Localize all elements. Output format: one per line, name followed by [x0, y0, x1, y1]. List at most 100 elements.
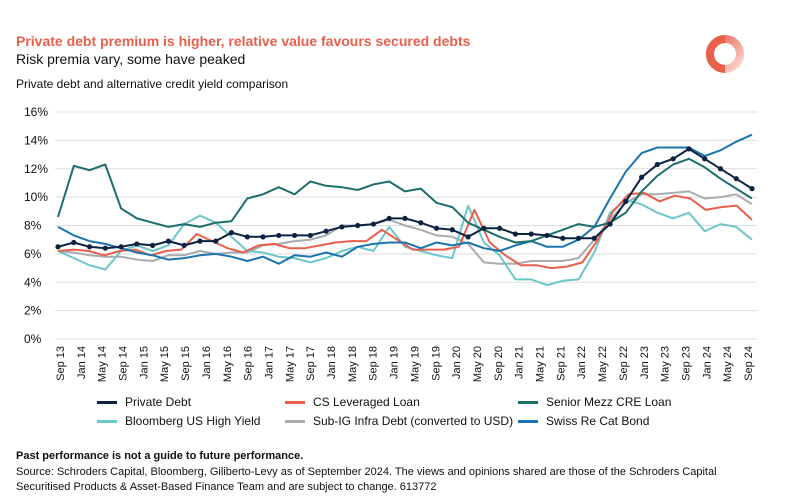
y-tick-label: 2% [24, 304, 42, 318]
x-tick-label: Sep 24 [743, 346, 755, 381]
legend-swatch [97, 400, 117, 404]
data-point [623, 198, 629, 204]
legend-label: Swiss Re Cat Bond [546, 414, 650, 428]
data-point [670, 156, 676, 162]
data-point [134, 241, 140, 247]
data-point [150, 242, 156, 248]
series-line-senior-mezz-cre-loan [57, 157, 753, 244]
data-point [118, 244, 124, 250]
data-point [55, 244, 61, 250]
data-point [355, 222, 361, 229]
data-point [465, 234, 471, 240]
series-line-private-debt [57, 147, 753, 250]
x-tick-label: Jan 18 [326, 346, 338, 379]
x-tick-label: Jan 23 [639, 346, 651, 379]
data-point [102, 245, 108, 251]
chart-title: Private debt and alternative credit yiel… [16, 77, 289, 91]
x-tick-label: Sep 20 [493, 346, 505, 381]
headline: Private debt premium is higher, relative… [16, 33, 471, 49]
data-point [717, 166, 724, 172]
x-tick-label: Sep 13 [55, 346, 67, 381]
legend-swatch [518, 419, 538, 423]
y-tick-label: 16% [24, 105, 48, 119]
data-point [228, 229, 235, 236]
x-tick-label: May 18 [347, 346, 359, 382]
legend-label: Sub-IG Infra Debt (converted to USD) [313, 414, 514, 428]
x-tick-label: Jan 20 [451, 346, 463, 379]
data-point [86, 244, 93, 250]
schroders-logo-icon [703, 32, 747, 81]
data-point [607, 221, 613, 227]
legend-swatch [285, 419, 305, 423]
line-chart: 0% 2% 4% 6% 8% 10% 12% 14% 16% Sep 13 Jan 14 May 14… [24, 105, 757, 382]
x-tick-label: Sep 21 [555, 346, 567, 381]
x-tick-label: Sep 14 [118, 346, 130, 381]
x-tick-label: May 20 [472, 346, 484, 382]
data-point [686, 146, 692, 152]
data-point [291, 232, 298, 239]
x-tick-label: Sep 18 [368, 346, 380, 381]
data-point [276, 232, 282, 239]
data-point [323, 228, 329, 234]
x-tick-label: May 16 [222, 346, 234, 382]
data-point [528, 231, 534, 237]
data-point [702, 156, 708, 162]
y-tick-label: 4% [24, 275, 42, 289]
x-tick-label: Sep 15 [180, 346, 192, 381]
y-tick-label: 12% [24, 162, 48, 176]
x-tick-label: Sep 23 [680, 346, 692, 381]
x-tick-label: Sep 16 [243, 346, 255, 381]
legend-swatch [285, 400, 305, 404]
data-point [481, 225, 487, 231]
data-point [181, 242, 187, 248]
legend-item: Senior Mezz CRE Loan [518, 395, 671, 409]
legend-swatch [518, 400, 538, 404]
y-tick-label: 14% [24, 133, 48, 147]
disclaimer: Past performance is not a guide to futur… [16, 450, 304, 462]
x-tick-label: May 21 [535, 346, 547, 382]
data-point [213, 238, 219, 244]
y-tick-label: 8% [24, 219, 42, 233]
data-point [433, 225, 440, 231]
legend-label: Bloomberg US High Yield [125, 414, 261, 428]
data-point [733, 176, 739, 182]
x-tick-label: May 22 [597, 346, 609, 382]
subheadline: Risk premia vary, some have peaked [16, 51, 246, 67]
x-tick-label: Jan 16 [201, 346, 213, 379]
data-point [339, 224, 345, 230]
legend-swatch [97, 419, 117, 423]
x-tick-label: Jan 24 [701, 346, 713, 379]
data-point [370, 221, 377, 227]
data-point [402, 215, 408, 222]
series-line-bloomberg-us-high-yield [57, 199, 753, 287]
data-point [165, 238, 172, 244]
x-tick-label: Jan 22 [576, 346, 588, 379]
data-point [497, 225, 503, 231]
series-line-cs-leveraged-loan [57, 191, 753, 270]
data-point [560, 235, 566, 241]
data-point [197, 238, 203, 244]
x-tick-label: Jan 17 [263, 346, 275, 379]
legend-label: Senior Mezz CRE Loan [546, 395, 672, 409]
data-point [749, 186, 755, 192]
x-tick-label: Sep 17 [305, 346, 317, 381]
data-point [260, 234, 266, 240]
legend-item: Sub-IG Infra Debt (converted to USD) [285, 414, 513, 428]
x-tick-label: Jan 15 [138, 346, 150, 379]
legend-item: Bloomberg US High Yield [97, 414, 260, 428]
data-point [654, 161, 660, 168]
data-point [512, 231, 519, 237]
x-tick-label: Sep 19 [430, 346, 442, 381]
legend-item: Private Debt [97, 395, 191, 409]
source-note: Source: Schroders Capital, Bloomberg, Gi… [16, 466, 717, 493]
data-point [544, 232, 550, 239]
data-point [71, 239, 77, 246]
data-point [575, 235, 582, 241]
x-tick-label: Jan 14 [76, 346, 88, 379]
data-point [307, 232, 313, 239]
x-tick-label: May 24 [722, 346, 734, 382]
data-point [591, 235, 597, 241]
x-tick-label: Jan 21 [514, 346, 526, 379]
legend-label: CS Leveraged Loan [313, 395, 420, 409]
